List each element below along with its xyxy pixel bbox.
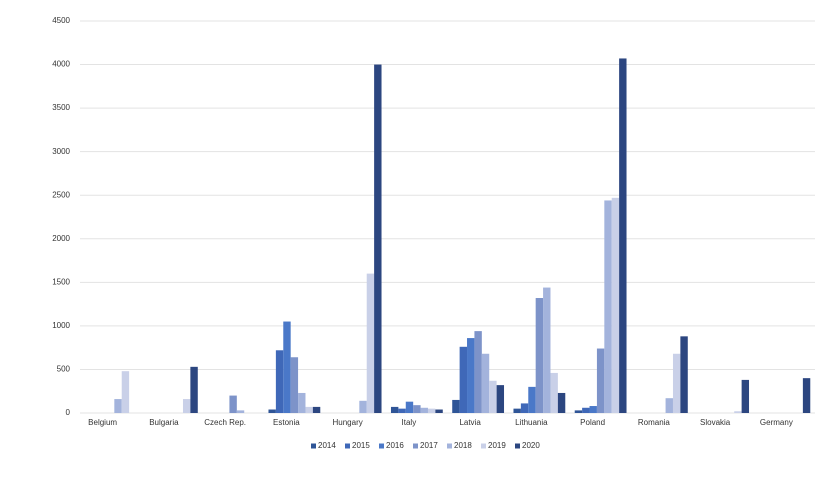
legend-label: 2018 <box>454 441 472 450</box>
bar <box>268 409 276 413</box>
x-tick-label: Latvia <box>459 418 481 427</box>
bar <box>452 399 460 413</box>
bar <box>481 353 490 413</box>
bar <box>680 336 688 413</box>
y-tick-label: 3000 <box>52 147 70 156</box>
bar <box>459 346 468 413</box>
bar <box>114 399 122 413</box>
bar <box>413 405 421 413</box>
y-tick-label: 1000 <box>52 321 70 330</box>
x-tick-label: Germany <box>760 418 793 427</box>
bar <box>229 395 237 413</box>
bar <box>374 64 382 414</box>
bar <box>489 380 497 413</box>
legend-label: 2016 <box>386 441 404 450</box>
y-tick-label: 500 <box>57 365 71 374</box>
legend-swatch <box>379 443 384 449</box>
bar <box>520 403 529 413</box>
bar <box>390 406 399 413</box>
legend-swatch <box>311 443 316 449</box>
y-tick-label: 2500 <box>52 190 70 199</box>
bar <box>734 411 742 413</box>
x-tick-label: Hungary <box>333 418 363 427</box>
x-tick-label: Romania <box>638 418 671 427</box>
bar <box>550 372 558 413</box>
legend-label: 2019 <box>488 441 506 450</box>
bar <box>741 379 750 413</box>
bar <box>398 408 406 413</box>
bar <box>275 350 284 413</box>
bar <box>236 410 245 413</box>
bar <box>619 58 627 414</box>
x-tick-label: Lithuania <box>515 418 548 427</box>
bar <box>182 399 191 413</box>
bar <box>405 401 414 413</box>
bar <box>290 357 299 413</box>
x-tick-label: Belgium <box>88 418 117 427</box>
bar <box>366 273 375 413</box>
legend-label: 2015 <box>352 441 370 450</box>
bar <box>312 406 321 413</box>
y-tick-label: 2000 <box>52 234 70 243</box>
bar <box>672 353 681 413</box>
x-tick-label: Czech Rep. <box>204 418 246 427</box>
bar <box>190 366 198 413</box>
x-tick-label: Slovakia <box>700 418 731 427</box>
bar <box>604 200 612 413</box>
bar <box>528 386 536 413</box>
bar <box>596 348 605 413</box>
bar <box>467 338 475 413</box>
legend-label: 2017 <box>420 441 438 450</box>
bar <box>513 408 521 413</box>
legend-swatch <box>413 443 418 449</box>
y-tick-label: 4000 <box>52 60 70 69</box>
bar <box>359 400 367 413</box>
x-tick-label: Bulgaria <box>149 418 179 427</box>
bar <box>665 398 673 413</box>
bar <box>420 407 428 413</box>
bar <box>543 287 551 413</box>
bar <box>589 406 597 413</box>
bar <box>574 410 583 413</box>
legend-swatch <box>345 443 350 449</box>
legend-swatch <box>447 443 452 449</box>
bar <box>427 408 436 413</box>
bar <box>305 406 313 413</box>
y-tick-label: 0 <box>66 408 71 417</box>
legend-swatch <box>481 443 486 449</box>
y-tick-label: 3500 <box>52 103 70 112</box>
bar <box>435 409 443 413</box>
bar <box>121 371 130 413</box>
bar <box>474 331 482 413</box>
bar <box>496 385 505 413</box>
bar <box>611 197 620 413</box>
x-tick-label: Poland <box>580 418 605 427</box>
bar <box>283 321 291 413</box>
legend-label: 2020 <box>522 441 540 450</box>
bar <box>582 407 590 413</box>
y-tick-label: 1500 <box>52 277 70 286</box>
y-tick-label: 4500 <box>52 16 70 25</box>
legend-swatch <box>515 443 520 449</box>
x-tick-label: Estonia <box>273 418 300 427</box>
bar <box>298 392 306 413</box>
bar <box>535 298 544 413</box>
x-tick-label: Italy <box>402 418 417 427</box>
bar <box>802 378 811 413</box>
bar <box>557 392 566 413</box>
legend-label: 2014 <box>318 441 336 450</box>
